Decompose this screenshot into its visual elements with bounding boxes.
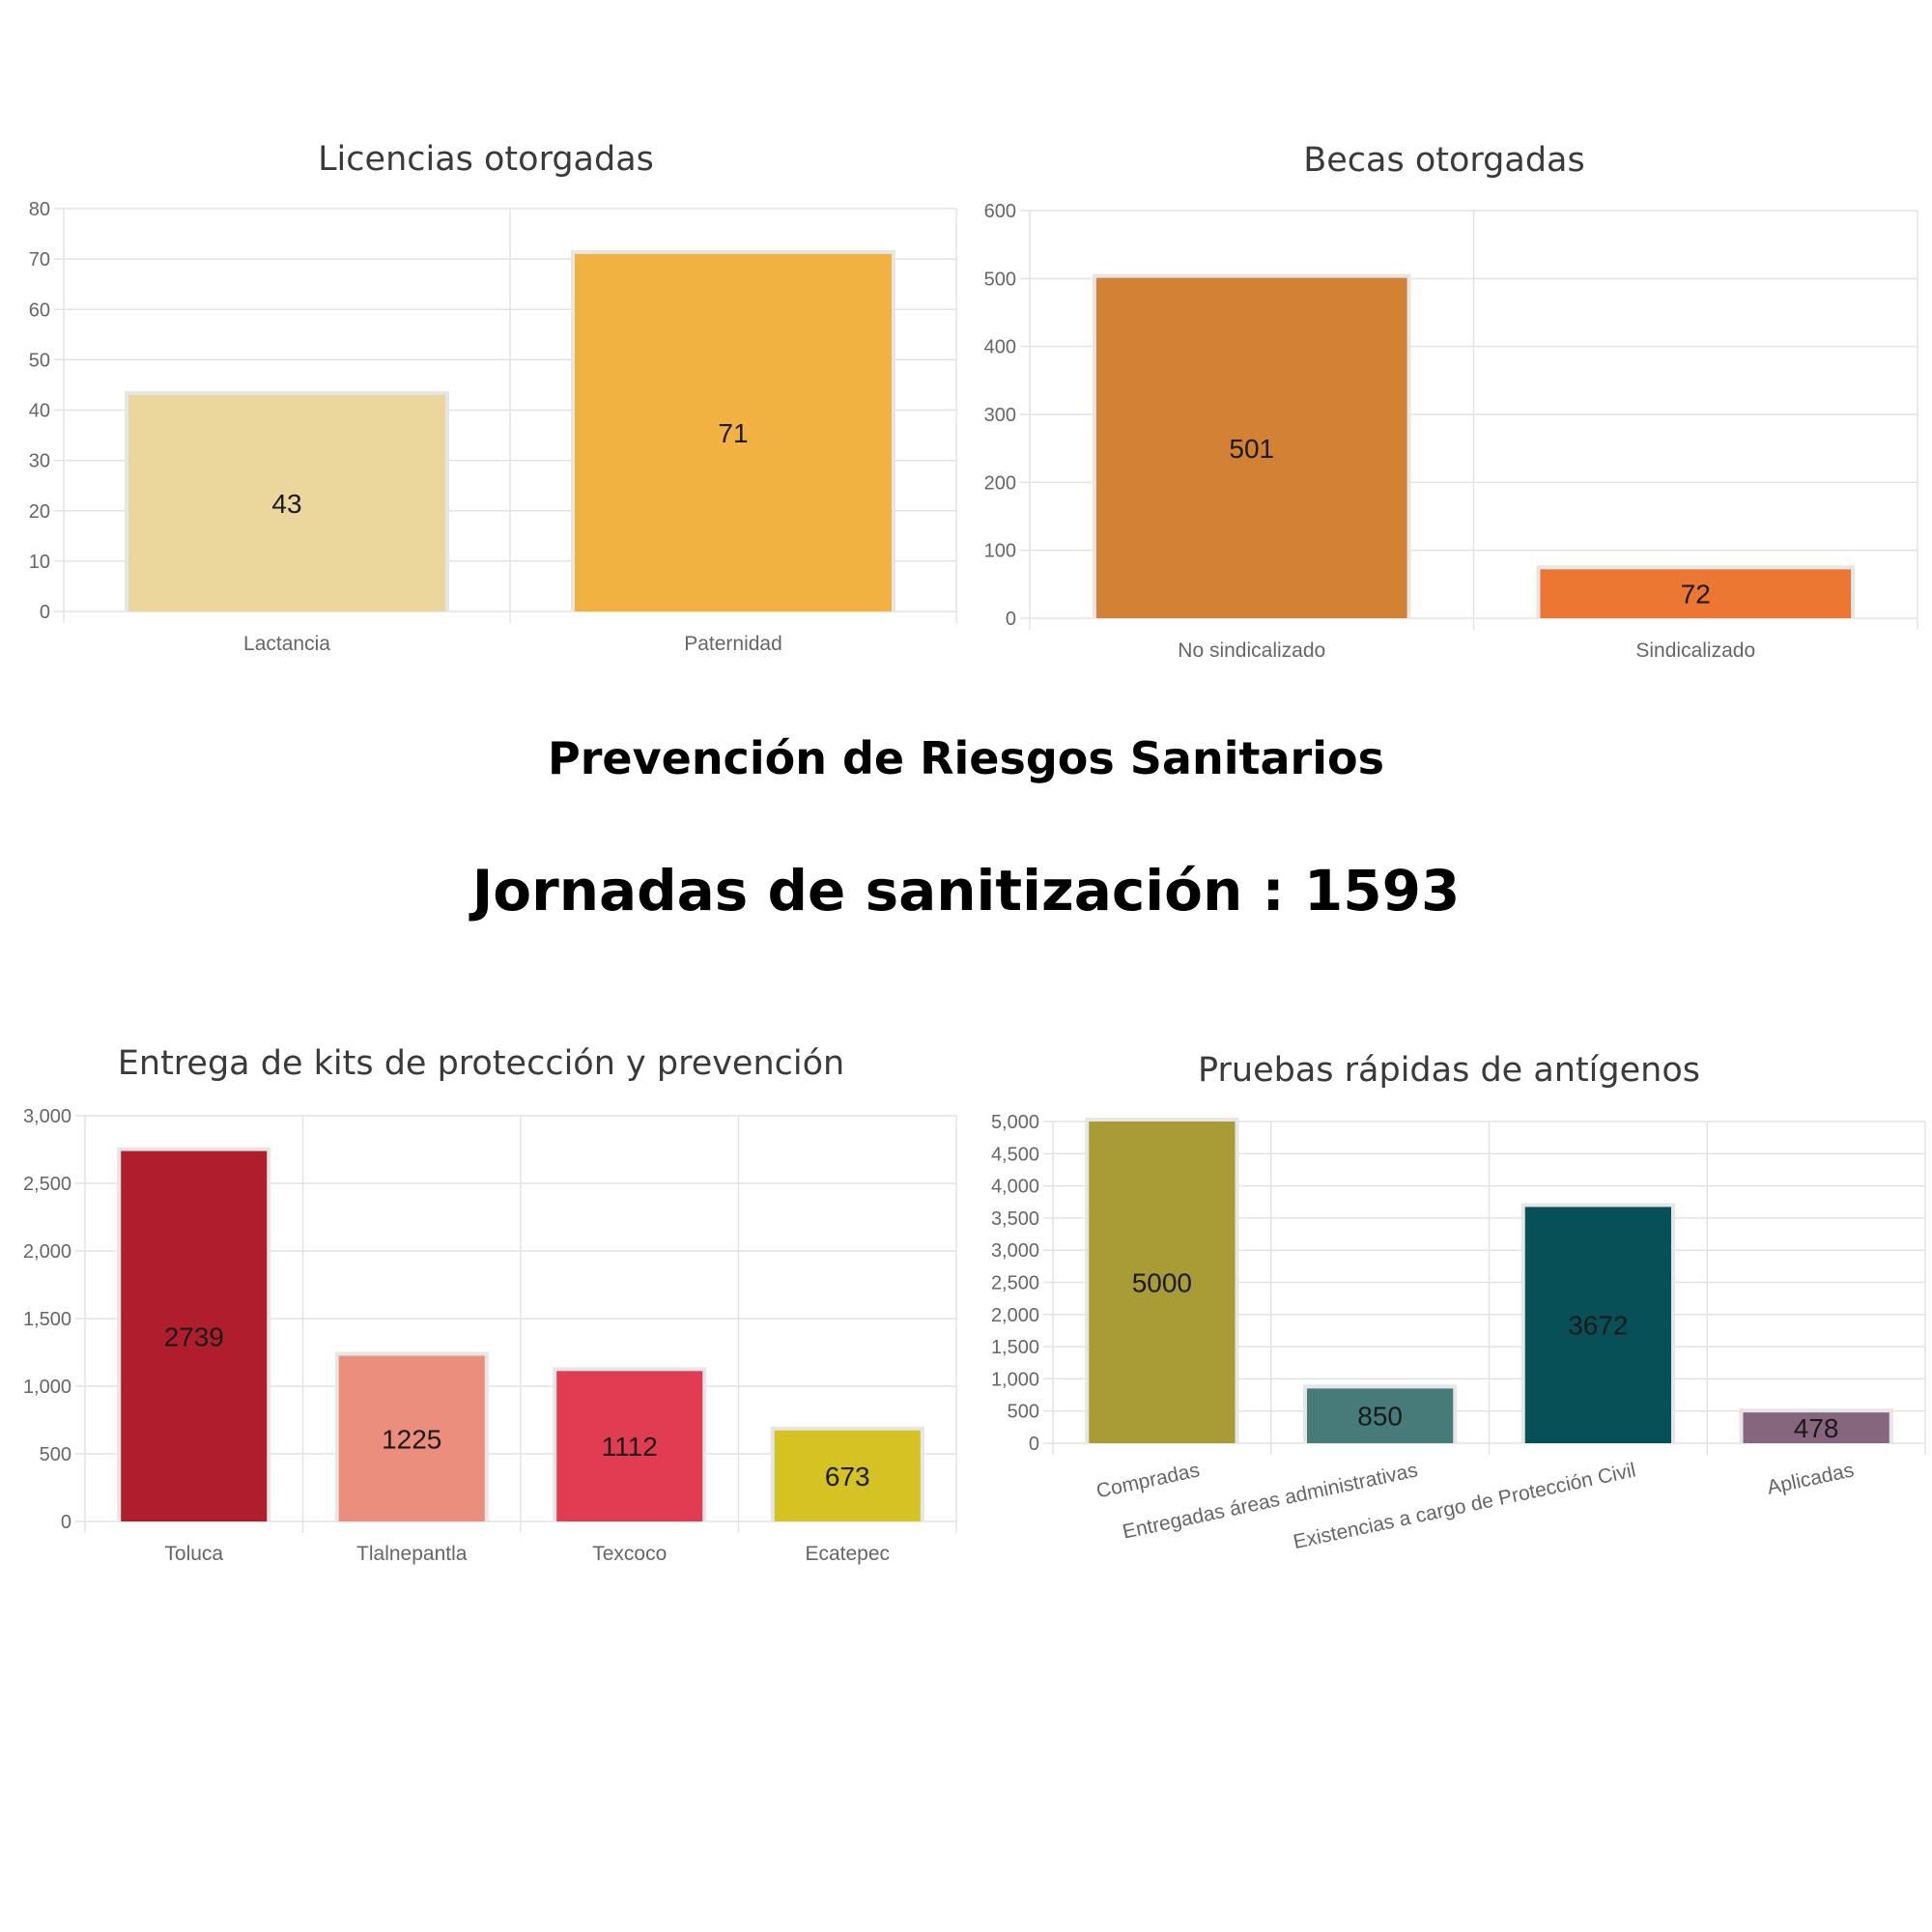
chart-title: Licencias otorgadas — [318, 140, 654, 179]
data-label: 673 — [825, 1462, 870, 1492]
bar-1 — [1089, 1122, 1236, 1443]
category-label: Tlalnepantla — [356, 1543, 468, 1565]
bar-4 — [1743, 1412, 1889, 1443]
y-tick-label: 30 — [29, 451, 50, 472]
y-tick-label: 40 — [29, 401, 50, 422]
y-tick-label: 2,500 — [23, 1174, 71, 1195]
data-label: 2739 — [164, 1321, 224, 1351]
data-label: 1112 — [602, 1432, 658, 1462]
data-label: 1225 — [382, 1424, 441, 1454]
y-tick-label: 20 — [29, 501, 50, 523]
y-tick-label: 200 — [984, 472, 1016, 494]
y-tick-label: 600 — [984, 201, 1016, 222]
y-tick-label: 500 — [40, 1444, 71, 1465]
data-label: 478 — [1794, 1413, 1839, 1443]
category-label: Aplicadas — [1765, 1459, 1856, 1498]
sanitization-headline: Jornadas de sanitización : 1593 — [471, 858, 1461, 923]
y-tick-label: 2,000 — [23, 1241, 71, 1263]
chart-title: Pruebas rápidas de antígenos — [1198, 1051, 1700, 1090]
y-tick-label: 1,000 — [23, 1377, 71, 1398]
y-tick-label: 4,000 — [991, 1177, 1039, 1198]
bar-2 — [1306, 1388, 1454, 1443]
category-label: Toluca — [164, 1543, 223, 1565]
chart-title: Entrega de kits de protección y prevenci… — [118, 1044, 844, 1083]
category-label: Ecatepec — [805, 1543, 890, 1565]
y-tick-label: 10 — [29, 552, 50, 573]
y-tick-label: 3,500 — [991, 1208, 1039, 1230]
y-tick-label: 3,000 — [23, 1106, 71, 1127]
y-tick-label: 1,500 — [991, 1337, 1039, 1358]
category-label: Compradas — [1094, 1459, 1202, 1502]
chart-4: Pruebas rápidas de antígenos 0 500 1,000 1,5… — [991, 1051, 1926, 1553]
bar-2 — [338, 1355, 485, 1521]
chart-title: Becas otorgadas — [1303, 141, 1584, 180]
y-tick-label: 1,000 — [991, 1369, 1039, 1390]
chart-1: Licencias otorgadas 0 10 20 30 40 50 60 70 80 43 La… — [29, 140, 957, 655]
y-tick-label: 0 — [1029, 1434, 1039, 1455]
data-label: 501 — [1229, 434, 1274, 464]
y-tick-label: 0 — [40, 602, 50, 623]
bar-4 — [774, 1430, 921, 1521]
y-tick-label: 60 — [29, 299, 50, 321]
y-tick-label: 50 — [29, 350, 50, 371]
bar-1 — [1095, 277, 1407, 618]
bar-2 — [574, 253, 893, 611]
y-tick-label: 300 — [984, 405, 1016, 426]
category-label: Existencias a cargo de Protección Civil — [1292, 1459, 1638, 1553]
bar-3 — [556, 1371, 703, 1521]
category-label: No sindicalizado — [1178, 639, 1325, 662]
chart-2: Becas otorgadas 0 100 200 300 400 500 600 501 No … — [984, 141, 1918, 662]
y-tick-label: 80 — [29, 199, 50, 220]
bar-1 — [121, 1151, 268, 1521]
bar-3 — [1524, 1207, 1672, 1443]
y-tick-label: 0 — [61, 1512, 71, 1533]
data-label: 5000 — [1132, 1268, 1192, 1298]
y-tick-label: 100 — [984, 541, 1016, 562]
y-tick-label: 70 — [29, 249, 50, 270]
bar-1 — [128, 394, 446, 611]
y-tick-label: 1,500 — [23, 1309, 71, 1330]
y-tick-label: 500 — [1008, 1402, 1039, 1423]
y-tick-label: 0 — [1006, 609, 1016, 630]
section-subtitle: Prevención de Riesgos Sanitarios — [548, 732, 1384, 784]
chart-3: Entrega de kits de protección y prevenci… — [23, 1044, 957, 1565]
category-label: Texcoco — [592, 1543, 667, 1565]
y-tick-label: 2,500 — [991, 1273, 1039, 1294]
y-tick-label: 500 — [984, 269, 1016, 290]
data-label: 3672 — [1568, 1311, 1628, 1341]
y-tick-label: 400 — [984, 337, 1016, 358]
data-label: 43 — [271, 489, 301, 519]
bar-2 — [1540, 569, 1852, 618]
data-label: 71 — [718, 418, 748, 448]
y-tick-label: 3,000 — [991, 1240, 1039, 1262]
y-tick-label: 5,000 — [991, 1112, 1039, 1133]
y-tick-label: 4,500 — [991, 1144, 1039, 1165]
data-label: 72 — [1681, 580, 1711, 610]
category-label: Paternidad — [684, 633, 782, 655]
y-tick-label: 2,000 — [991, 1305, 1039, 1326]
data-label: 850 — [1357, 1402, 1403, 1432]
category-label: Lactancia — [243, 633, 330, 655]
category-label: Sindicalizado — [1635, 639, 1755, 662]
